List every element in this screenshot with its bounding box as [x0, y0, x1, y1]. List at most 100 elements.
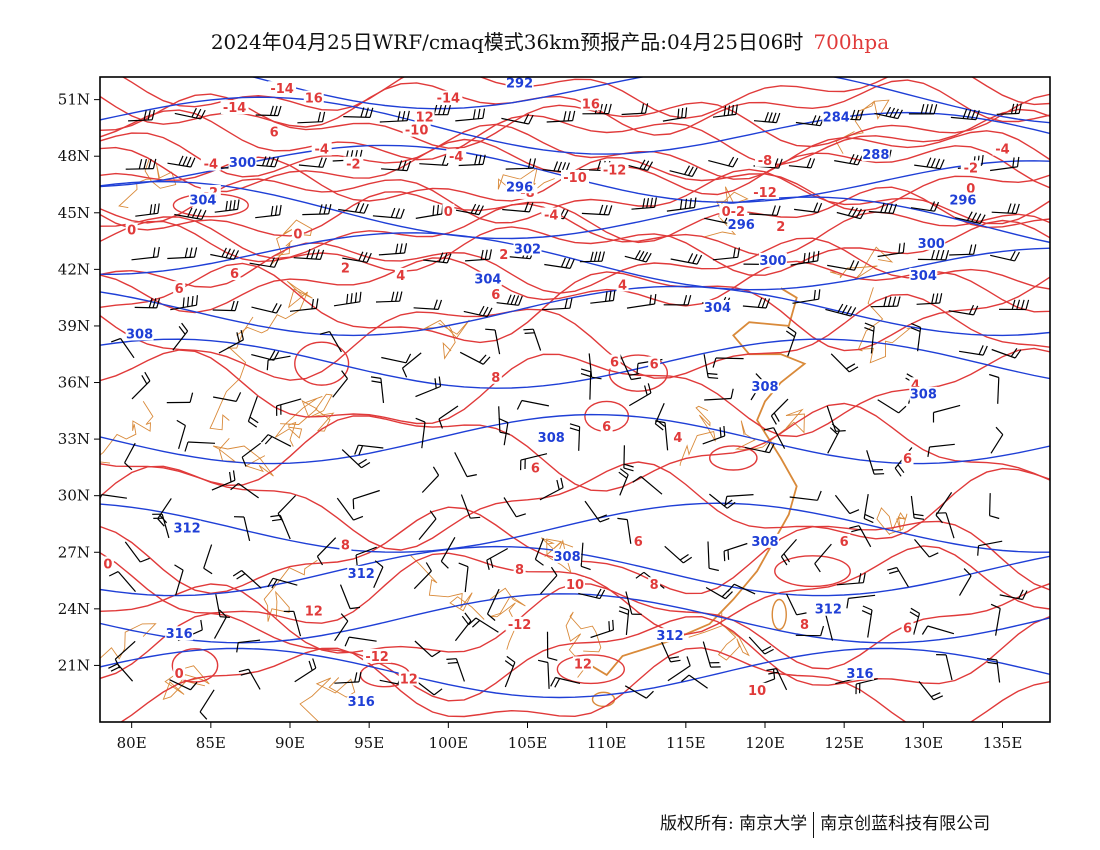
wind-barb-feather [679, 553, 689, 561]
wind-barb-feather [478, 354, 487, 363]
temperature-label-bg [964, 181, 977, 196]
temperature-label: 6 [840, 535, 849, 550]
wind-barb-feather [359, 291, 362, 302]
wind-barb-feather [933, 201, 940, 212]
temperature-label-bg [838, 533, 851, 548]
wind-barb-feather [973, 244, 977, 255]
coastline [574, 287, 807, 677]
wind-barb-feather [315, 249, 320, 260]
temperature-label: 16 [305, 92, 323, 107]
wind-barb-feather [151, 109, 155, 120]
wind-barb-feather [236, 332, 240, 343]
wind-barb-shaft [733, 583, 756, 595]
height-label: 312 [656, 629, 683, 644]
wind-barb-feather [514, 295, 520, 306]
wind-barb-feather [190, 681, 198, 691]
wind-barb-shaft [773, 427, 786, 449]
height-label: 284 [823, 110, 850, 125]
temperature-label-bg [291, 226, 304, 241]
temperature-label-bg [751, 184, 779, 199]
temperature-isotherm [100, 262, 1050, 352]
map-title: 2024年04月25日WRF/cmaq模式36km预报产品:04月25日06时 7… [0, 26, 1100, 55]
wind-barb-feather [638, 251, 645, 261]
wind-barb-feather [311, 298, 314, 309]
wind-barb-feather [926, 157, 932, 168]
wind-barb-feather [939, 293, 943, 304]
wind-barb-shaft [355, 546, 377, 556]
wind-barb-feather [350, 293, 353, 304]
wind-barb-shaft [978, 540, 1003, 547]
wind-barb-feather [340, 613, 349, 622]
temperature-label: 6 [602, 420, 611, 435]
wind-barb-feather [458, 562, 469, 568]
height-label: 312 [174, 522, 201, 537]
height-label-bg [727, 216, 756, 231]
wind-barb-feather [910, 607, 920, 614]
height-contour [100, 285, 1050, 337]
wind-barb-feather [829, 427, 839, 435]
wind-barb-feather [556, 479, 560, 490]
wind-barb-shaft [124, 442, 136, 464]
wind-barb-feather [599, 103, 603, 114]
wind-barb-feather [554, 678, 561, 688]
wind-barb-shaft [541, 307, 570, 311]
wind-barb-feather [766, 668, 777, 671]
height-label-bg [909, 386, 938, 401]
wind-barb-feather [858, 573, 862, 584]
wind-barb-feather [737, 247, 740, 258]
wind-barb-shaft [381, 356, 407, 364]
wind-barb-feather [229, 471, 232, 482]
wind-barb-feather [565, 258, 571, 268]
wind-barb-feather [438, 104, 442, 115]
wind-barb-feather [187, 296, 190, 307]
wind-barb-feather [528, 202, 534, 213]
wind-barb-feather [272, 518, 283, 522]
wind-barb-feather [569, 427, 580, 432]
copyright-company: 南京创蓝科技有限公司 [820, 814, 991, 834]
temperature-isotherm [100, 612, 1050, 702]
wind-barb-feather [203, 567, 213, 575]
wind-barb-feather [990, 603, 1001, 609]
wind-barb-feather [914, 517, 925, 520]
temperature-label: 16 [582, 97, 600, 112]
height-label: 304 [474, 273, 501, 288]
lon-tick-label: 85E [196, 734, 226, 752]
wind-barb-feather [692, 254, 698, 264]
temperature-label: 8 [341, 539, 350, 554]
wind-barb-feather [764, 111, 769, 122]
wind-barb-feather [148, 158, 152, 169]
wind-barb-feather [735, 104, 738, 115]
wind-barb-feather [353, 515, 364, 521]
height-label-bg [505, 179, 534, 194]
wind-barb-feather [689, 198, 692, 209]
wind-barb-feather [812, 251, 815, 262]
wind-barb-feather [195, 108, 202, 119]
wind-barb-feather [518, 295, 523, 306]
lon-tick-label: 115E [666, 734, 706, 752]
height-contour [100, 96, 1050, 155]
wind-barb-feather [346, 293, 349, 304]
wind-barb-feather [567, 110, 571, 122]
wind-barb-feather [557, 161, 563, 172]
wind-barb-feather [764, 648, 774, 655]
wind-barb-feather [963, 568, 972, 577]
wind-barb-feather [935, 293, 939, 304]
wind-barb-feather [1022, 590, 1028, 600]
wind-barb-shaft [640, 476, 663, 495]
wind-barb-feather [124, 462, 133, 471]
wind-barb-feather [599, 517, 610, 523]
wind-barb-feather [864, 327, 875, 332]
wind-barb-feather [902, 242, 905, 253]
height-label: 308 [538, 431, 565, 446]
admin-boundary [299, 677, 356, 722]
wind-barb-feather [178, 326, 186, 335]
wind-barb-feather [510, 294, 516, 305]
wind-barb-feather [889, 107, 896, 118]
wind-barb-feather [230, 482, 239, 491]
wind-barb-feather [1018, 589, 1024, 599]
wind-barb-feather [989, 373, 999, 379]
wind-barb-feather [816, 490, 822, 501]
wind-barb-feather [429, 510, 437, 520]
